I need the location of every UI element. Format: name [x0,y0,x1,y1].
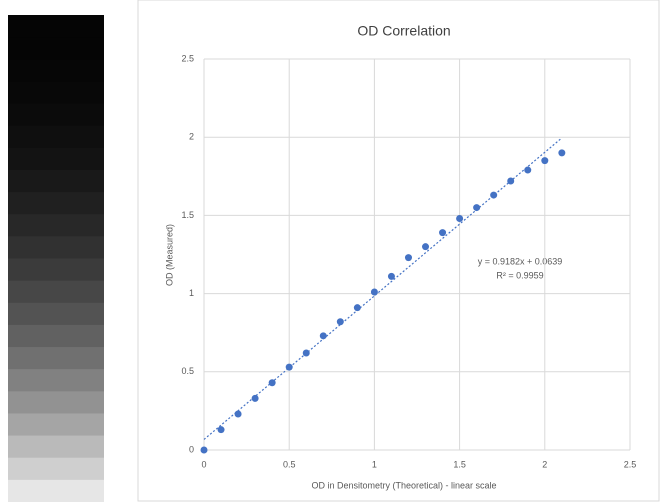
wedge-step [8,479,104,502]
wedge-step [8,15,104,38]
data-point [370,288,378,296]
chart-title: OD Correlation [357,23,450,39]
wedge-step [8,457,104,481]
y-axis-label: OD (Measured) [164,224,174,286]
wedge-step [8,258,104,282]
data-point [387,272,395,280]
data-point [507,177,515,185]
wedge-step [8,103,104,127]
data-point [422,243,430,251]
x-tick-label: 1.5 [453,459,466,469]
data-point [456,215,464,223]
r-squared: R² = 0.9959 [496,270,543,280]
data-point [268,379,276,387]
wedge-step [8,280,104,304]
data-point [251,394,259,402]
wedge-step [8,324,104,348]
step-wedge [8,15,104,502]
x-tick-label: 2 [542,459,547,469]
y-tick-label: 2 [189,132,194,142]
x-tick-label: 0 [201,459,206,469]
data-point [336,318,344,326]
wedge-step [8,369,104,392]
y-tick-label: 2.5 [181,53,194,63]
trendline [203,137,563,440]
wedge-step [8,147,104,171]
data-point [524,166,532,174]
wedge-step [8,347,104,370]
data-point [558,149,566,157]
wedge-step [8,413,104,437]
y-tick-label: 0.5 [181,366,194,376]
data-point [319,332,327,340]
x-tick-label: 0.5 [283,459,296,469]
wedge-step [8,81,104,105]
data-point [200,446,208,454]
data-point [473,204,481,212]
wedge-step [8,125,104,149]
x-tick-label: 1 [372,459,377,469]
chart-frame [137,0,660,502]
data-point [302,349,310,357]
data-point [353,304,361,312]
data-point [217,426,225,434]
data-point [234,410,242,418]
data-point [285,363,293,371]
equation: y = 0.9182x + 0.0639 [478,256,563,266]
data-point [439,229,447,237]
data-point [404,254,412,262]
x-tick-label: 2.5 [624,459,637,469]
wedge-step [8,302,104,326]
wedge-step [8,435,104,459]
wedge-step [8,391,104,414]
y-tick-label: 1 [189,288,194,298]
wedge-step [8,59,104,82]
wedge-step [8,37,104,60]
wedge-step [8,214,104,237]
wedge-step [8,192,104,215]
data-point [490,191,498,199]
y-tick-label: 1.5 [181,210,194,220]
data-point [541,157,549,165]
wedge-step [8,169,104,193]
wedge-step [8,236,104,259]
x-axis-label: OD in Densitometry (Theoretical) - linea… [311,480,496,490]
y-tick-label: 0 [189,444,194,454]
